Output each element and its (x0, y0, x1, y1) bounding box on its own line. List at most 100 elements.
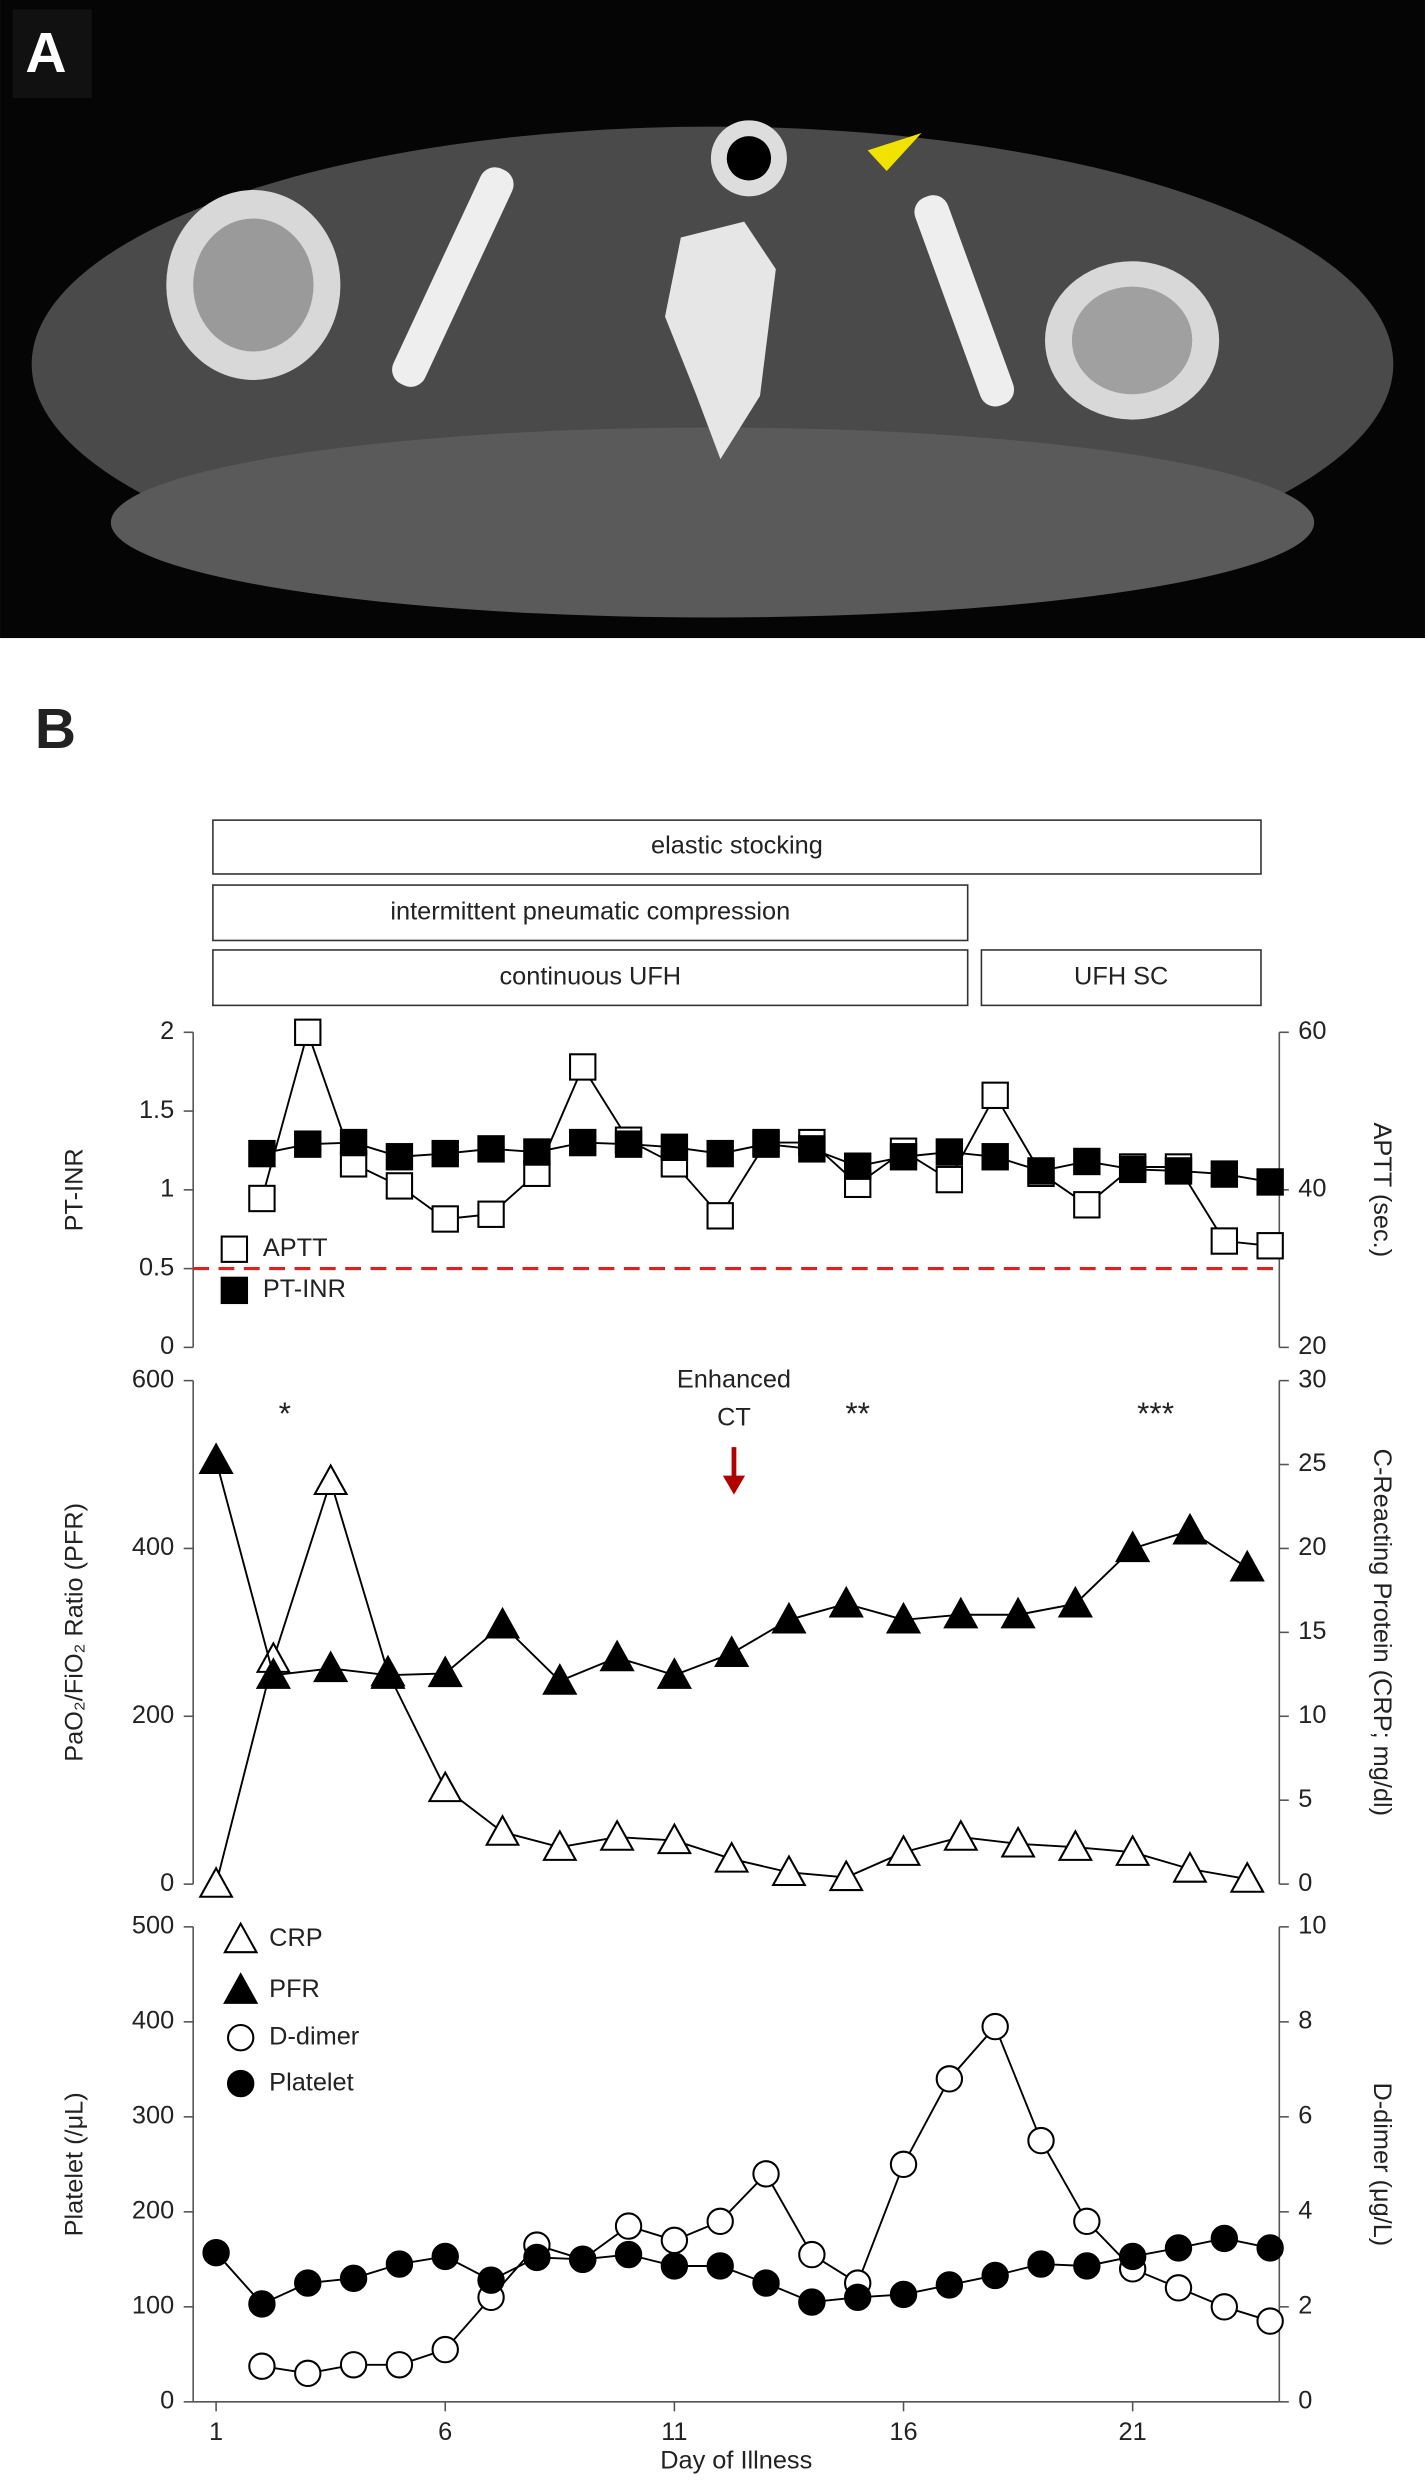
marker (1229, 1861, 1265, 1893)
marker (484, 1606, 521, 1639)
legend-symbol (226, 2069, 255, 2098)
marker (202, 2238, 230, 2267)
treatment-label: elastic stocking (651, 832, 823, 860)
marker (1073, 1147, 1101, 1176)
legend-label: APTT (263, 1234, 328, 1262)
marker (935, 1138, 964, 1166)
marker (885, 1834, 922, 1866)
y-tick-label: 200 (132, 2197, 174, 2225)
marker (771, 1601, 807, 1634)
x-tick-label: 16 (889, 2418, 917, 2446)
legend-label: Platelet (269, 2068, 353, 2096)
marker (706, 2207, 734, 2236)
marker (1027, 2250, 1055, 2278)
marker (1000, 1596, 1036, 1629)
y2-tick-label: 0 (1298, 2387, 1312, 2415)
y-tick-label: 1.5 (139, 1096, 174, 1124)
marker (477, 1200, 505, 1228)
marker (1210, 1160, 1239, 1188)
marker (614, 2212, 643, 2240)
marker (656, 1822, 692, 1855)
y-tick-label: 2 (160, 1017, 174, 1045)
marker (752, 1130, 780, 1158)
treatment-bar (212, 949, 969, 1007)
y-tick-label: 400 (132, 1533, 174, 1561)
marker (656, 1657, 692, 1689)
series-line (261, 2024, 1271, 2375)
y2-tick-label: 20 (1298, 1533, 1326, 1561)
marker (1118, 1155, 1147, 1184)
marker (477, 2266, 505, 2294)
annotation: * (279, 1395, 291, 1431)
marker (798, 2240, 826, 2269)
marker (1164, 2234, 1193, 2262)
marker (569, 2245, 597, 2274)
marker (427, 1655, 463, 1688)
panel-label: A (25, 21, 66, 85)
marker (752, 2269, 780, 2297)
marker (1210, 1227, 1239, 1255)
marker (752, 2160, 780, 2188)
marker (477, 1135, 505, 1163)
marker (542, 1663, 578, 1695)
marker (385, 2351, 414, 2379)
marker (660, 2252, 689, 2280)
marker (523, 1138, 551, 1166)
marker (313, 1463, 349, 1496)
marker (248, 2352, 276, 2380)
marker (981, 2261, 1009, 2290)
marker (599, 1819, 635, 1851)
marker (255, 1657, 291, 1689)
marker (1115, 1530, 1151, 1563)
marker (1256, 1168, 1284, 1196)
y-axis-title: Platelet (/μL) (61, 2092, 89, 2236)
marker (935, 1165, 964, 1194)
legend-label: PFR (269, 1975, 320, 2003)
y-tick-label: 500 (132, 1912, 174, 1940)
y2-axis-title: D-dimer (μg/L) (1368, 2082, 1396, 2246)
marker (1073, 2207, 1101, 2236)
y2-tick-label: 20 (1298, 1332, 1326, 1360)
marker (843, 2283, 872, 2312)
legend-label: PT-INR (263, 1275, 346, 1303)
y2-tick-label: 2 (1298, 2292, 1312, 2320)
marker (614, 2240, 643, 2269)
y-tick-label: 400 (132, 2007, 174, 2035)
marker (1057, 1829, 1093, 1861)
marker (614, 1130, 643, 1158)
marker (798, 1135, 826, 1163)
marker (339, 2351, 368, 2379)
marker (843, 1152, 872, 1180)
legend-symbol (226, 2023, 255, 2052)
marker (771, 1854, 807, 1887)
marker (1000, 1825, 1036, 1858)
marker (198, 1442, 234, 1475)
y-tick-label: 100 (132, 2292, 174, 2320)
marker (1115, 1834, 1151, 1866)
x-tick-label: 6 (438, 2418, 452, 2446)
marker (981, 1081, 1009, 1110)
marker (981, 1143, 1009, 1171)
marker (294, 2359, 322, 2388)
marker (1057, 1585, 1093, 1618)
marker (714, 1840, 750, 1873)
y2-tick-label: 0 (1298, 1869, 1312, 1897)
marker (660, 1133, 689, 1161)
annotation: CT (717, 1403, 751, 1431)
y2-tick-label: 40 (1298, 1175, 1326, 1203)
y-tick-label: 200 (132, 1701, 174, 1729)
arrow-head (722, 1475, 746, 1495)
marker (313, 1650, 349, 1683)
marker (798, 2288, 826, 2316)
annotation: ** (845, 1395, 870, 1431)
legend-label: CRP (269, 1924, 322, 1952)
legend-label: D-dimer (269, 2022, 360, 2050)
y-tick-label: 0 (160, 1332, 174, 1360)
marker (248, 1139, 276, 1168)
marker (1256, 1232, 1284, 1260)
x-tick-label: 11 (661, 2418, 687, 2446)
legend-symbol (223, 1921, 259, 1954)
marker (889, 2280, 918, 2309)
y-tick-label: 300 (132, 2102, 174, 2130)
